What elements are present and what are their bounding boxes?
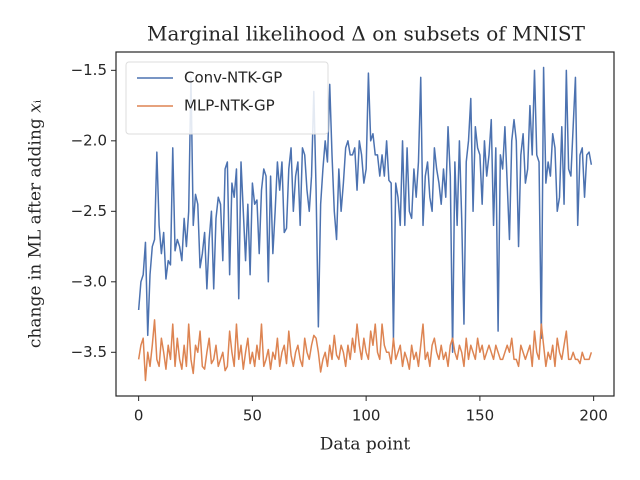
y-tick-label: −2.5 <box>71 202 107 220</box>
x-tick-label: 0 <box>134 407 144 425</box>
y-axis-label: change in ML after adding 𝑥ᵢ <box>26 99 46 348</box>
series-line <box>137 66 593 354</box>
plot-frame <box>115 51 615 397</box>
y-tick-label: −2.0 <box>71 131 107 149</box>
x-tick-label: 50 <box>243 407 262 425</box>
series-line <box>137 319 593 382</box>
x-tick-label: 200 <box>579 407 608 425</box>
y-tick-label: −3.0 <box>71 272 107 290</box>
y-tick-label: −3.5 <box>71 343 107 361</box>
chart-title: Marginal likelihood Δ on subsets of MNIS… <box>147 22 586 46</box>
x-tick-label: 150 <box>466 407 495 425</box>
x-axis-label: Data point <box>320 435 411 455</box>
x-tick-label: 100 <box>352 407 381 425</box>
legend-box <box>125 61 329 135</box>
legend-label: MLP-NTK-GP <box>184 97 275 115</box>
y-tick-label: −1.5 <box>71 61 107 79</box>
legend-label: Conv-NTK-GP <box>184 69 282 87</box>
